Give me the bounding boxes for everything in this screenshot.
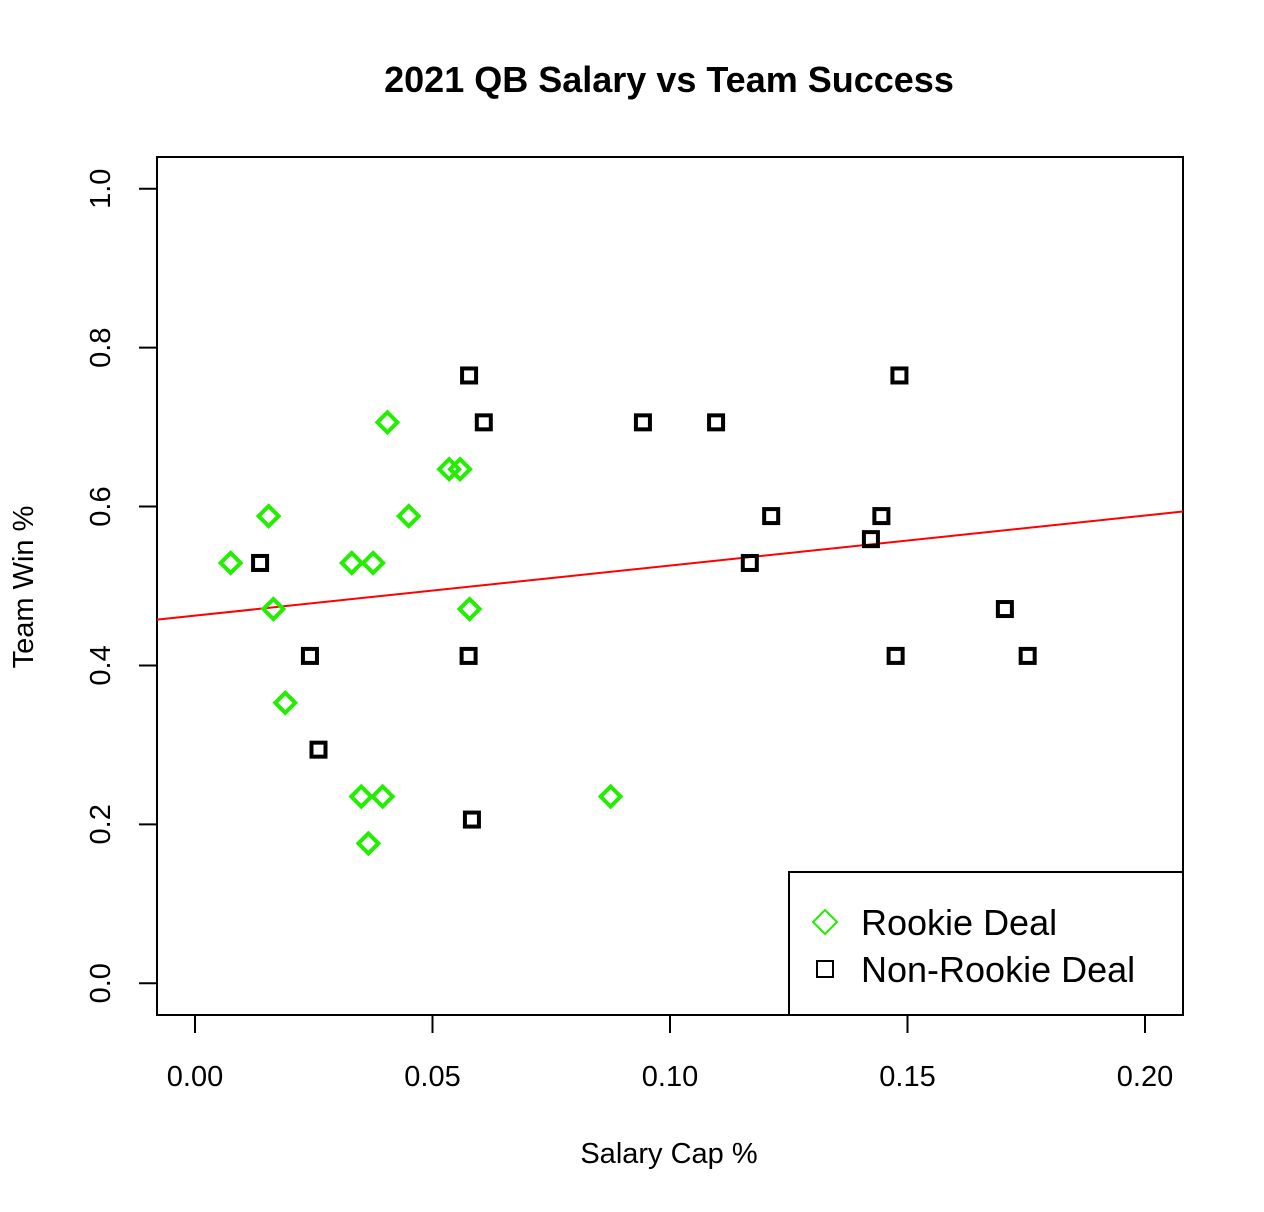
legend-items: Rookie Deal Non-Rookie Deal bbox=[811, 902, 1135, 990]
y-tick-label: 0.0 bbox=[85, 963, 117, 1003]
data-point-square bbox=[707, 413, 726, 432]
x-tick-label: 0.00 bbox=[167, 1061, 223, 1093]
x-axis: 0.00 0.05 0.10 0.15 0.20 bbox=[167, 1014, 1173, 1093]
data-point-square bbox=[740, 553, 759, 572]
y-tick-label: 0.6 bbox=[85, 486, 117, 526]
data-point-square bbox=[633, 413, 652, 432]
data-point-diamond bbox=[395, 503, 422, 529]
data-point-diamond bbox=[369, 783, 396, 810]
x-tick-label: 0.20 bbox=[1117, 1061, 1173, 1093]
trendline-layer bbox=[156, 510, 1184, 621]
legend-label: Rookie Deal bbox=[861, 902, 1057, 943]
data-point-diamond bbox=[338, 550, 365, 576]
y-tick-label: 1.0 bbox=[85, 169, 117, 209]
data-point-diamond bbox=[447, 456, 473, 483]
data-point-diamond bbox=[355, 830, 382, 857]
data-point-square bbox=[300, 646, 319, 665]
data-point-square bbox=[459, 646, 478, 665]
data-point-square bbox=[762, 507, 781, 526]
data-point-square bbox=[872, 507, 891, 526]
data-point-diamond bbox=[597, 783, 624, 810]
legend: Rookie Deal Non-Rookie Deal bbox=[788, 871, 1184, 1016]
data-point-diamond bbox=[348, 783, 375, 810]
data-point-square bbox=[861, 530, 880, 549]
x-tick-label: 0.05 bbox=[404, 1061, 460, 1093]
y-axis: 0.0 0.2 0.4 0.6 0.8 1.0 bbox=[85, 169, 158, 1003]
data-point-square bbox=[890, 366, 909, 385]
data-point-square bbox=[309, 740, 328, 759]
data-point-square bbox=[886, 646, 905, 665]
data-point-diamond bbox=[217, 550, 244, 576]
data-point-square bbox=[462, 810, 481, 829]
trendline bbox=[156, 510, 1184, 621]
y-tick-label: 0.2 bbox=[85, 804, 117, 844]
data-point-diamond bbox=[374, 409, 401, 436]
chart-title: 2021 QB Salary vs Team Success bbox=[384, 59, 954, 100]
data-point-square bbox=[251, 553, 270, 572]
points-layer bbox=[217, 366, 1037, 857]
data-point-diamond bbox=[456, 596, 483, 622]
series-diamond bbox=[217, 409, 624, 857]
data-point-diamond bbox=[260, 596, 287, 622]
x-tick-label: 0.15 bbox=[879, 1061, 935, 1093]
legend-marker-diamond bbox=[811, 908, 839, 936]
y-tick-label: 0.4 bbox=[85, 645, 117, 685]
series-square bbox=[251, 366, 1037, 829]
legend-entry: Rookie Deal bbox=[811, 902, 1057, 943]
data-point-square bbox=[474, 413, 493, 432]
legend-box bbox=[788, 871, 1184, 1016]
data-point-square bbox=[1018, 646, 1037, 665]
legend-entry: Non-Rookie Deal bbox=[816, 949, 1135, 990]
data-point-diamond bbox=[255, 503, 282, 529]
x-tick-label: 0.10 bbox=[642, 1061, 698, 1093]
legend-marker-square bbox=[816, 960, 834, 978]
y-axis-label: Team Win % bbox=[8, 506, 40, 669]
x-axis-label: Salary Cap % bbox=[580, 1138, 757, 1170]
data-point-square bbox=[460, 366, 479, 385]
data-point-diamond bbox=[272, 689, 299, 716]
plot-area bbox=[156, 366, 1184, 857]
data-point-diamond bbox=[360, 550, 386, 576]
y-tick-label: 0.8 bbox=[85, 328, 117, 368]
legend-label: Non-Rookie Deal bbox=[861, 949, 1135, 990]
data-point-square bbox=[995, 600, 1014, 619]
